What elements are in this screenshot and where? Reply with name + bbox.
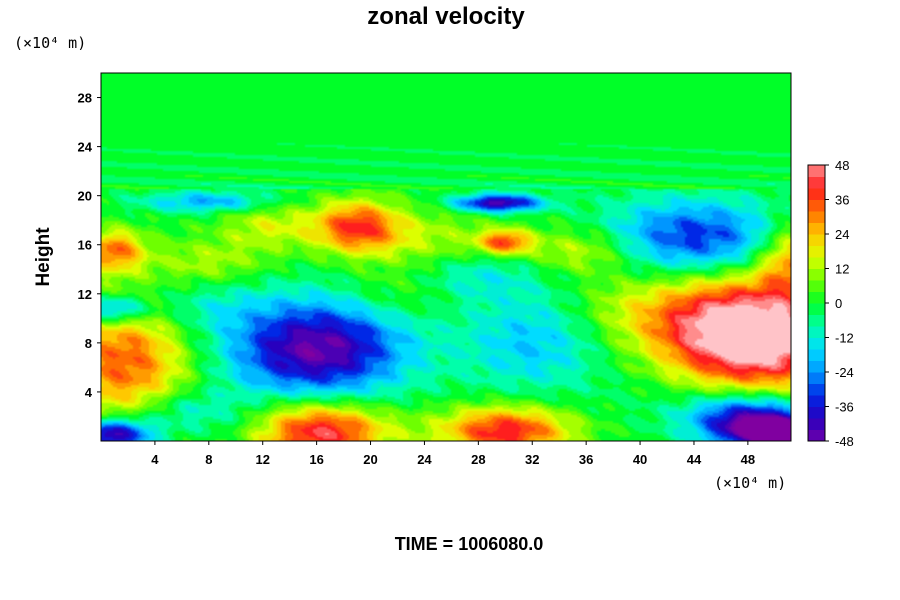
- colorbar-swatch: [808, 303, 825, 315]
- y-tick-label: 8: [85, 336, 92, 351]
- colorbar-swatch: [808, 165, 825, 177]
- colorbar-swatch: [808, 211, 825, 223]
- x-tick-label: 48: [741, 452, 755, 467]
- colorbar-swatch: [808, 291, 825, 304]
- colorbar-swatch: [808, 418, 825, 430]
- colorbar-swatch: [808, 349, 825, 361]
- colorbar-ticks: 48 36 24 12 0 -12 -24 -36 -48: [825, 158, 854, 449]
- x-tick-label: 28: [471, 452, 485, 467]
- chart-title: zonal velocity: [367, 3, 525, 30]
- colorbar-swatch: [808, 234, 825, 246]
- colorbar-swatch: [808, 337, 825, 350]
- time-label: TIME = 1006080.0: [395, 534, 544, 554]
- colorbar-swatch: [808, 176, 825, 189]
- colorbar-tick-label: 36: [835, 193, 849, 208]
- y-axis-ticks: 4 8 12 16 20 24 28: [78, 91, 101, 400]
- colorbar-swatch: [808, 257, 825, 269]
- y-tick-label: 12: [78, 287, 92, 302]
- colorbar-swatch: [808, 406, 825, 419]
- plot-area: [100, 72, 792, 442]
- y-tick-label: 24: [78, 140, 93, 155]
- y-tick-label: 16: [78, 238, 92, 253]
- y-tick-label: 4: [85, 385, 93, 400]
- colorbar-tick-label: -48: [835, 434, 854, 449]
- x-tick-label: 8: [205, 452, 212, 467]
- colorbar-swatch: [808, 188, 825, 200]
- x-tick-label: 20: [363, 452, 377, 467]
- plot-frame: [100, 72, 792, 442]
- colorbar-swatch: [808, 429, 825, 442]
- colorbar-swatch: [808, 395, 825, 407]
- x-tick-label: 4: [151, 452, 159, 467]
- colorbar-swatches: [808, 165, 825, 442]
- x-tick-label: 32: [525, 452, 539, 467]
- colorbar-swatch: [808, 268, 825, 281]
- colorbar-swatch: [808, 360, 825, 373]
- y-tick-label: 20: [78, 189, 92, 204]
- colorbar-swatch: [808, 280, 825, 292]
- colorbar-swatch: [808, 314, 825, 327]
- y-axis-label: Height: [33, 227, 54, 287]
- x-tick-label: 24: [417, 452, 432, 467]
- colorbar-swatch: [808, 245, 825, 258]
- colorbar-tick-label: 48: [835, 158, 849, 173]
- x-tick-label: 40: [633, 452, 647, 467]
- colorbar-tick-label: 0: [835, 296, 842, 311]
- x-axis-unit-label: (×10⁴ m): [714, 474, 786, 492]
- colorbar-tick-label: 24: [835, 227, 849, 242]
- y-axis-unit-label: (×10⁴ m): [14, 34, 86, 52]
- colorbar-tick-label: 12: [835, 262, 849, 277]
- y-tick-label: 28: [78, 91, 92, 106]
- x-tick-label: 44: [687, 452, 702, 467]
- x-tick-label: 36: [579, 452, 593, 467]
- colorbar: 48 36 24 12 0 -12 -24 -36 -48: [807, 158, 854, 449]
- colorbar-swatch: [808, 383, 825, 396]
- x-axis-ticks: 4 8 12 16 20 24 28 32 36 40 44 48: [151, 441, 755, 467]
- colorbar-swatch: [808, 199, 825, 212]
- velocity-field-heatmap: [101, 73, 791, 441]
- x-tick-label: 16: [309, 452, 323, 467]
- colorbar-tick-label: -24: [835, 365, 854, 380]
- colorbar-tick-label: -36: [835, 400, 854, 415]
- colorbar-swatch: [808, 326, 825, 338]
- colorbar-tick-label: -12: [835, 331, 854, 346]
- colorbar-swatch: [808, 222, 825, 235]
- colorbar-swatch: [808, 372, 825, 384]
- x-tick-label: 12: [255, 452, 269, 467]
